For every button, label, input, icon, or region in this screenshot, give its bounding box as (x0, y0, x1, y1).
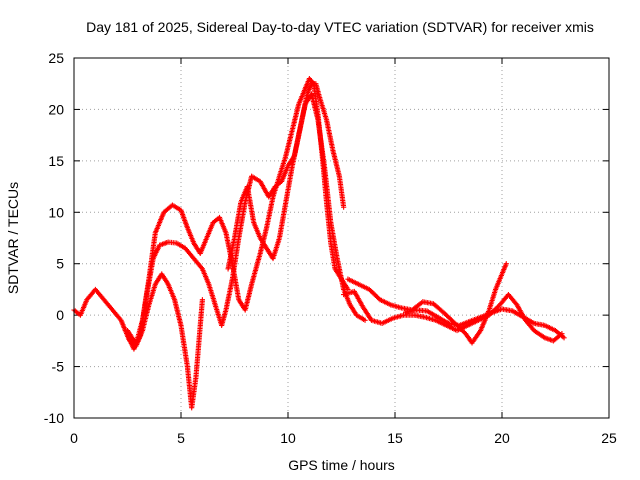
series-track-6 (341, 288, 565, 344)
series-track-marks (123, 81, 346, 351)
series-track-marks (346, 262, 509, 345)
chart-title: Day 181 of 2025, Sidereal Day-to-day VTE… (86, 19, 594, 35)
y-tick-label: 5 (56, 256, 64, 272)
plot-frame (73, 57, 610, 419)
y-tick-label: 10 (48, 204, 64, 220)
y-tick-label: 25 (48, 50, 64, 66)
series-track-2 (122, 81, 347, 352)
series-track-4 (225, 91, 368, 323)
y-axis-label: SDTVAR / TECUs (5, 182, 21, 294)
x-tick-label: 25 (601, 430, 617, 446)
x-tick-label: 10 (280, 430, 296, 446)
x-tick-label: 20 (494, 430, 510, 446)
chart-axes: 0 5 10 15 20 25 -10 -5 0 5 10 15 20 25 (44, 50, 617, 446)
series-track-7 (403, 306, 567, 341)
chart-gridlines (74, 58, 609, 418)
x-tick-label: 5 (177, 430, 185, 446)
x-tick-label: 15 (387, 430, 403, 446)
y-tick-label: 0 (56, 307, 64, 323)
series-track-marks (404, 306, 566, 340)
chart-series-layer (71, 75, 567, 411)
series-track-marks (342, 289, 564, 343)
series-track-5 (345, 261, 509, 346)
y-tick-label: -10 (44, 410, 64, 426)
y-tick-label: 20 (48, 101, 64, 117)
x-axis-label: GPS time / hours (288, 457, 395, 473)
series-track-marks (225, 92, 367, 322)
x-tick-label: 0 (70, 430, 78, 446)
y-tick-label: 15 (48, 153, 64, 169)
y-tick-label: -5 (52, 359, 65, 375)
